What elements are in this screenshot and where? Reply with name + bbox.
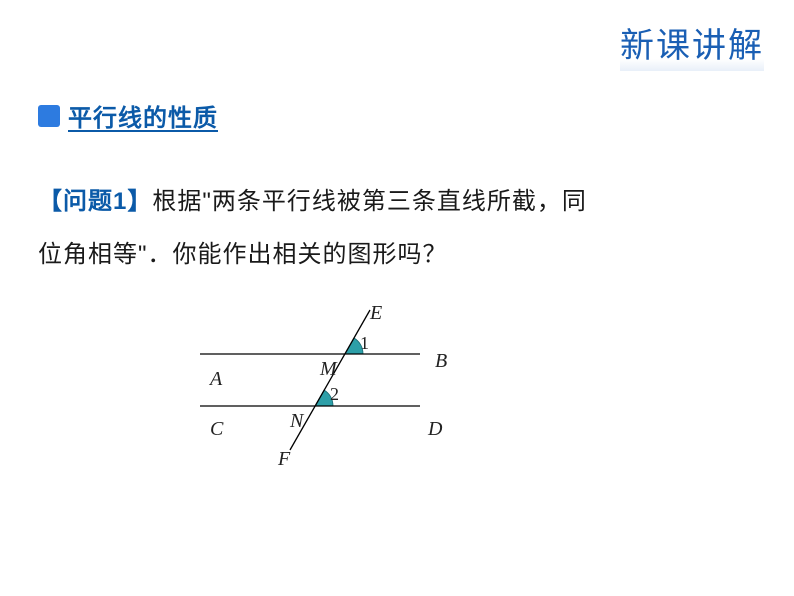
label-C: C <box>210 418 223 441</box>
question-line1: 根据"两条平行线被第三条直线所截，同 <box>152 188 587 215</box>
label-D: D <box>428 418 442 441</box>
slide-top-title: 新课讲解 <box>620 18 764 67</box>
label-N: N <box>290 410 303 433</box>
question-label: 【问题1】 <box>38 188 152 215</box>
label-F: F <box>278 448 290 471</box>
section-title: 平行线的性质 <box>68 98 218 133</box>
section-header: 平行线的性质 <box>38 98 218 133</box>
parallel-lines-diagram: A B C D E F M N 1 2 <box>170 300 470 480</box>
label-M: M <box>320 358 337 381</box>
label-A: A <box>210 368 222 391</box>
angle-label-2: 2 <box>330 384 339 405</box>
label-E: E <box>370 302 382 325</box>
label-B: B <box>435 350 447 373</box>
question-line2: 位角相等"．你能作出相关的图形吗？ <box>38 241 448 268</box>
angle-label-1: 1 <box>360 333 369 354</box>
section-icon <box>38 105 60 127</box>
question-text: 【问题1】根据"两条平行线被第三条直线所截，同 位角相等"．你能作出相关的图形吗… <box>38 176 754 282</box>
